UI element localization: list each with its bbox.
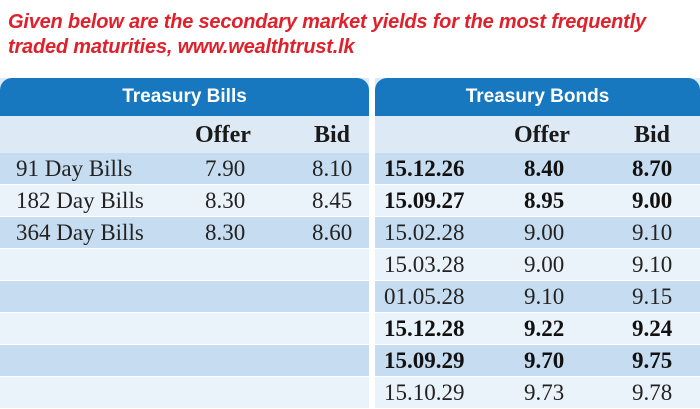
bond-offer: 8.40: [524, 156, 565, 181]
bond-maturity: 15.10.29: [384, 380, 465, 405]
bill-name: 91 Day Bills: [16, 156, 133, 181]
bill-offer: 8.30: [205, 220, 246, 245]
bond-offer: 9.73: [524, 380, 565, 405]
bond-bid: 9.10: [632, 252, 673, 277]
table-row: 364 Day Bills 8.30 8.60 15.02.28 9.00 9.…: [0, 217, 700, 249]
bonds-offer-header: Offer: [514, 122, 570, 148]
bonds-bid-header: Bid: [634, 122, 671, 148]
bill-bid: 8.60: [312, 220, 353, 245]
treasury-bonds-header: Treasury Bonds: [375, 78, 700, 116]
table-row: 15.10.29 9.73 9.78: [0, 377, 700, 409]
bill-offer: 7.90: [205, 156, 246, 181]
bond-bid: 9.10: [632, 220, 673, 245]
table-row: 182 Day Bills 8.30 8.45 15.09.27 8.95 9.…: [0, 185, 700, 217]
bond-maturity: 15.09.27: [384, 188, 465, 213]
bill-offer: 8.30: [205, 188, 246, 213]
bill-bid: 8.45: [312, 188, 353, 213]
table-row: 15.09.29 9.70 9.75: [0, 345, 700, 377]
bond-maturity: 15.09.29: [384, 348, 465, 373]
bills-bid-header: Bid: [314, 122, 351, 148]
treasury-bonds-title: Treasury Bonds: [465, 86, 610, 107]
table-row: 15.12.28 9.22 9.24: [0, 313, 700, 345]
bill-bid: 8.10: [312, 156, 353, 181]
table-row: 91 Day Bills 7.90 8.10 15.12.26 8.40 8.7…: [0, 153, 700, 185]
caption: Given below are the secondary market yie…: [8, 11, 646, 58]
bond-maturity: 15.12.26: [384, 156, 465, 181]
bond-offer: 8.95: [524, 188, 565, 213]
bills-offer-header: Offer: [195, 122, 251, 148]
bond-offer: 9.00: [524, 252, 565, 277]
bond-maturity: 15.12.28: [384, 316, 465, 341]
bond-bid: 9.75: [632, 348, 673, 373]
bill-name: 182 Day Bills: [16, 188, 144, 213]
bond-bid: 9.15: [632, 284, 673, 309]
bond-bid: 9.78: [632, 380, 673, 405]
bond-maturity: 15.03.28: [384, 252, 465, 277]
bond-maturity: 01.05.28: [384, 284, 465, 309]
bond-bid: 9.00: [632, 188, 673, 213]
bond-bid: 9.24: [632, 316, 673, 341]
table-row: 15.03.28 9.00 9.10: [0, 249, 700, 281]
table-row: 01.05.28 9.10 9.15: [0, 281, 700, 313]
treasury-bills-title: Treasury Bills: [122, 86, 247, 107]
treasury-bills-header: Treasury Bills: [0, 78, 369, 116]
bond-bid: 8.70: [632, 156, 673, 181]
bill-name: 364 Day Bills: [16, 220, 144, 245]
bond-offer: 9.10: [524, 284, 565, 309]
bond-offer: 9.70: [524, 348, 565, 373]
bond-offer: 9.22: [524, 316, 565, 341]
bond-maturity: 15.02.28: [384, 220, 465, 245]
bond-offer: 9.00: [524, 220, 565, 245]
